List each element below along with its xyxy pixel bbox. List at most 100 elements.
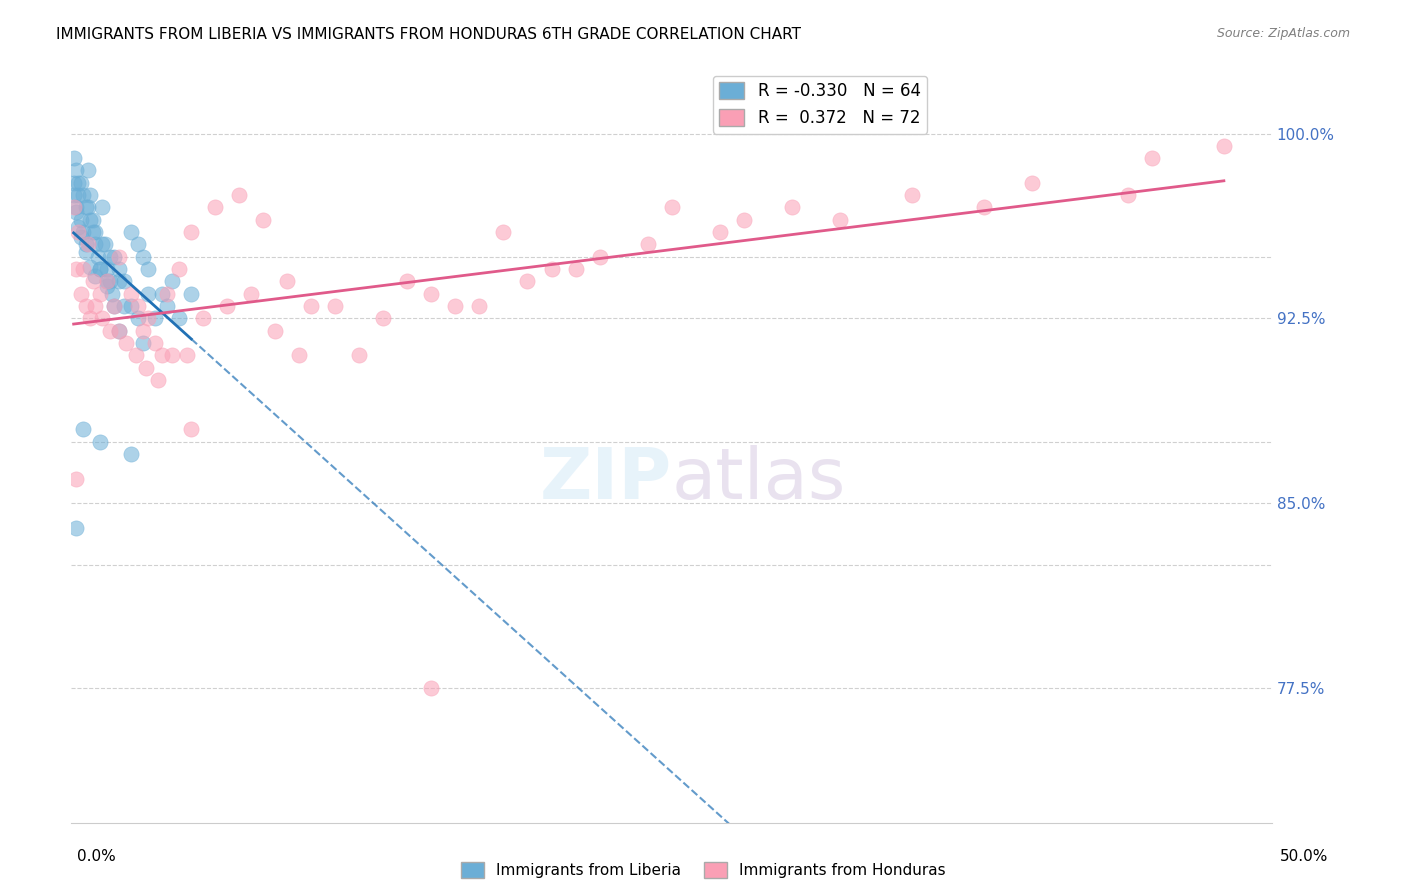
Point bbox=[101, 286, 124, 301]
Point bbox=[420, 286, 443, 301]
Point bbox=[516, 274, 538, 288]
Point bbox=[62, 201, 84, 215]
Point bbox=[70, 286, 93, 301]
Point bbox=[136, 286, 159, 301]
Text: ZIP: ZIP bbox=[540, 445, 672, 514]
Point bbox=[84, 269, 107, 284]
Point bbox=[62, 188, 84, 202]
Point bbox=[65, 163, 87, 178]
Point bbox=[169, 311, 191, 326]
Point bbox=[828, 212, 851, 227]
Point bbox=[160, 274, 183, 288]
Point bbox=[325, 299, 347, 313]
Point bbox=[156, 286, 179, 301]
Point bbox=[108, 324, 131, 338]
Point bbox=[98, 324, 121, 338]
Point bbox=[84, 299, 107, 313]
Point bbox=[72, 188, 94, 202]
Point bbox=[79, 212, 101, 227]
Point bbox=[103, 299, 125, 313]
Point bbox=[77, 237, 100, 252]
Point bbox=[420, 681, 443, 695]
Point bbox=[70, 176, 93, 190]
Point bbox=[136, 262, 159, 277]
Point bbox=[349, 348, 371, 362]
Point bbox=[72, 225, 94, 239]
Point bbox=[89, 434, 111, 449]
Point bbox=[120, 299, 142, 313]
Point bbox=[103, 250, 125, 264]
Point bbox=[146, 373, 169, 387]
Point bbox=[65, 262, 87, 277]
Point bbox=[72, 422, 94, 436]
Point bbox=[75, 237, 97, 252]
Point bbox=[82, 225, 104, 239]
Point bbox=[77, 201, 100, 215]
Point bbox=[70, 230, 93, 244]
Point bbox=[62, 176, 84, 190]
Point bbox=[193, 311, 215, 326]
Point bbox=[108, 274, 131, 288]
Point bbox=[127, 299, 149, 313]
Text: 50.0%: 50.0% bbox=[1281, 849, 1329, 863]
Point bbox=[132, 250, 155, 264]
Point bbox=[67, 225, 90, 239]
Text: 0.0%: 0.0% bbox=[77, 849, 117, 863]
Point bbox=[299, 299, 322, 313]
Point bbox=[661, 201, 683, 215]
Point bbox=[120, 447, 142, 461]
Point bbox=[65, 521, 87, 535]
Point bbox=[65, 201, 87, 215]
Point bbox=[89, 286, 111, 301]
Point bbox=[79, 260, 101, 274]
Point bbox=[564, 262, 586, 277]
Point bbox=[136, 311, 159, 326]
Point bbox=[143, 336, 166, 351]
Point bbox=[540, 262, 562, 277]
Point bbox=[125, 348, 148, 362]
Point bbox=[79, 188, 101, 202]
Point bbox=[973, 201, 995, 215]
Point bbox=[89, 262, 111, 277]
Point bbox=[115, 336, 138, 351]
Point bbox=[152, 348, 174, 362]
Point bbox=[468, 299, 491, 313]
Point bbox=[84, 225, 107, 239]
Point bbox=[396, 274, 419, 288]
Point bbox=[780, 201, 803, 215]
Point bbox=[79, 311, 101, 326]
Point bbox=[67, 188, 90, 202]
Point bbox=[89, 262, 111, 277]
Point bbox=[65, 471, 87, 485]
Point bbox=[373, 311, 395, 326]
Point bbox=[217, 299, 239, 313]
Point bbox=[169, 262, 191, 277]
Point bbox=[96, 262, 118, 277]
Point bbox=[96, 274, 118, 288]
Point bbox=[70, 212, 93, 227]
Point bbox=[252, 212, 274, 227]
Point bbox=[98, 250, 121, 264]
Point bbox=[228, 188, 250, 202]
Point bbox=[75, 299, 97, 313]
Point bbox=[112, 299, 135, 313]
Point bbox=[91, 201, 114, 215]
Point bbox=[492, 225, 515, 239]
Point bbox=[108, 324, 131, 338]
Point bbox=[1021, 176, 1043, 190]
Point bbox=[98, 274, 121, 288]
Point bbox=[62, 151, 84, 165]
Point bbox=[82, 274, 104, 288]
Point bbox=[176, 348, 198, 362]
Point bbox=[288, 348, 311, 362]
Point bbox=[84, 237, 107, 252]
Point bbox=[112, 274, 135, 288]
Point bbox=[132, 324, 155, 338]
Point bbox=[240, 286, 263, 301]
Point bbox=[1212, 139, 1234, 153]
Point bbox=[204, 201, 226, 215]
Point bbox=[132, 336, 155, 351]
Point bbox=[77, 163, 100, 178]
Point bbox=[135, 360, 157, 375]
Point bbox=[160, 348, 183, 362]
